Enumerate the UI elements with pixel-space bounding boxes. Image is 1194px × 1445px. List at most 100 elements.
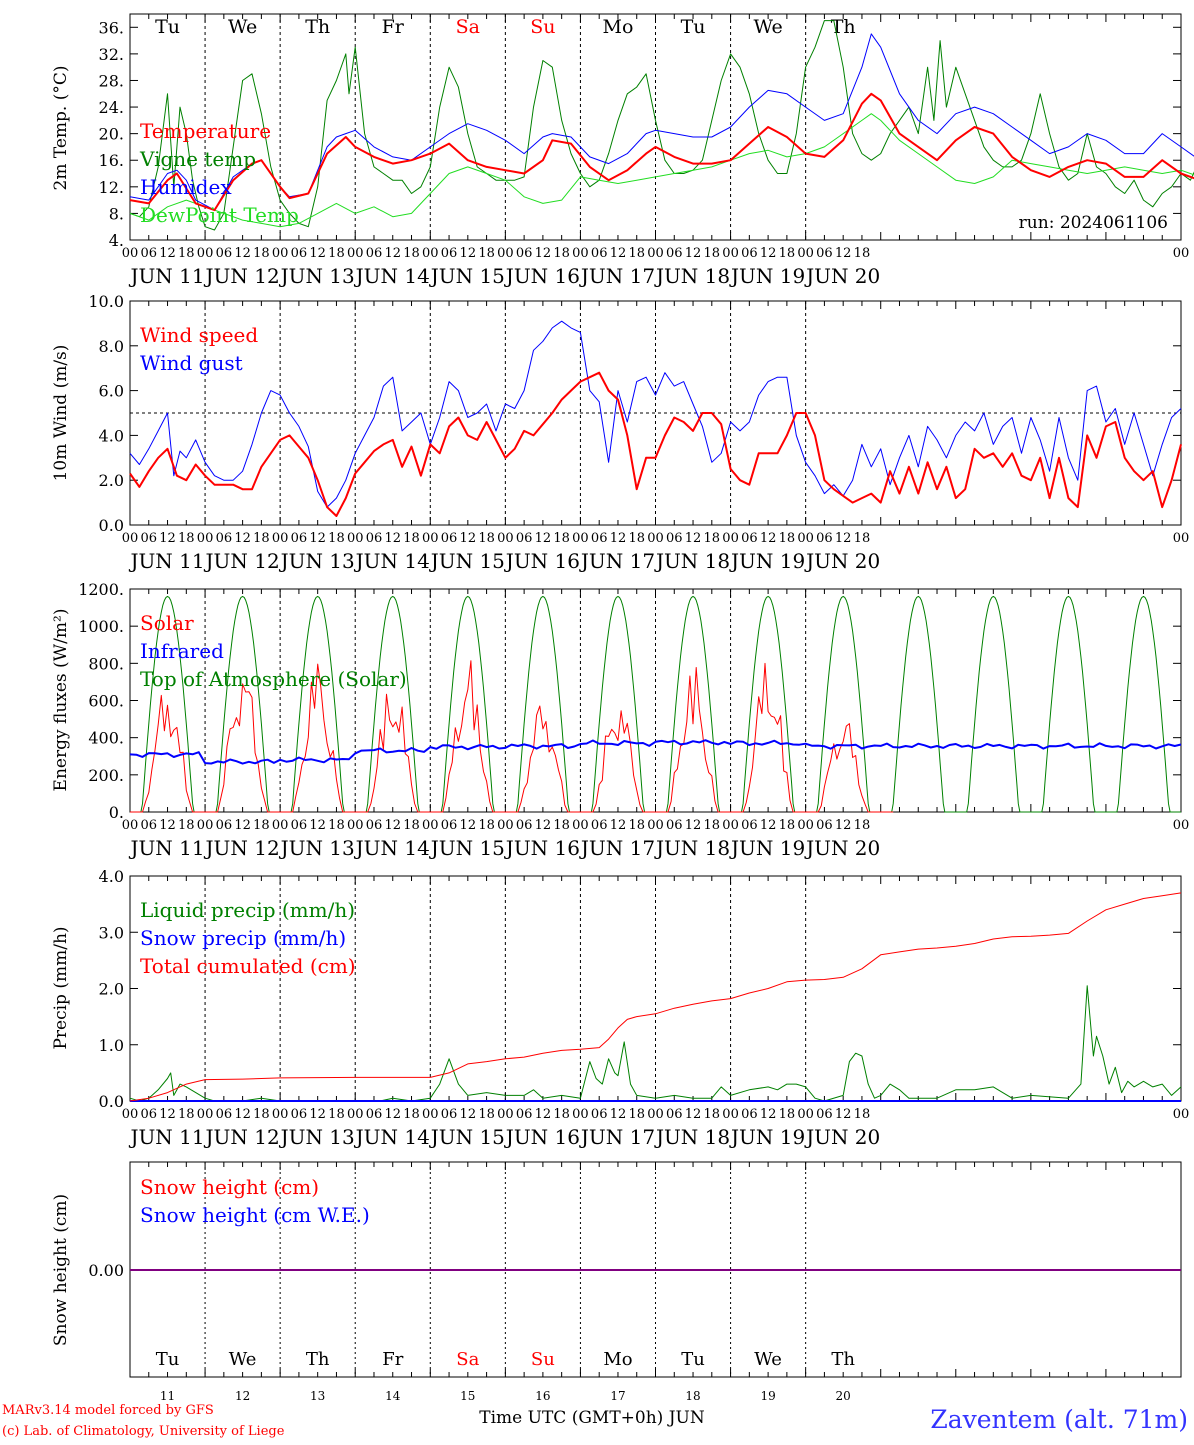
- hour-tick-label: 12: [309, 246, 326, 261]
- hour-tick-label: 12: [760, 246, 777, 261]
- hour-tick-label: 06: [291, 818, 308, 833]
- hour-tick-label: 00: [1173, 818, 1190, 833]
- temperature-panel: 4. 8. 12. 16. 20. 24. 28. 32. 36. 2m Temp. (°C) Tu…: [51, 13, 1194, 288]
- hour-tick-label: 18: [178, 1107, 195, 1122]
- weekday-label: We: [229, 1349, 257, 1370]
- hour-tick-label: 18: [328, 1107, 345, 1122]
- date-label: JUN 18: [654, 264, 730, 288]
- date-label: JUN 11: [128, 549, 204, 573]
- hour-tick-label: 06: [591, 818, 608, 833]
- time-axis-title: Time UTC (GMT+0h) JUN: [479, 1408, 705, 1428]
- hour-tick-label: 00: [422, 1107, 439, 1122]
- hour-tick-label: 18: [704, 246, 721, 261]
- y-tick-label: 28.: [99, 71, 124, 90]
- hour-tick-label: 18: [553, 1107, 570, 1122]
- y-tick-label: 24.: [99, 98, 124, 117]
- hour-tick-label: 18: [178, 818, 195, 833]
- hour-tick-label: 12: [384, 246, 401, 261]
- hour-tick-label: 00: [122, 1107, 139, 1122]
- hour-tick-label: 00: [272, 531, 289, 546]
- hour-tick-label: 00: [197, 1107, 214, 1122]
- date-label: JUN 15: [429, 264, 505, 288]
- date-label: JUN 16: [504, 264, 580, 288]
- hour-tick-label: 12: [760, 531, 777, 546]
- hour-tick-label: 06: [666, 1107, 683, 1122]
- y-tick-label: 6.0: [99, 382, 124, 401]
- hour-tick-label: 12: [309, 1107, 326, 1122]
- hour-tick-label: 18: [779, 1107, 796, 1122]
- hour-tick-label: 06: [140, 818, 157, 833]
- y-tick-label: 600.: [88, 692, 124, 711]
- university-credit-line: (c) Lab. of Climatology, University of L…: [2, 1424, 285, 1439]
- hour-tick-label: 06: [216, 246, 233, 261]
- weekday-label: We: [753, 16, 782, 38]
- hour-tick-label: 00: [422, 531, 439, 546]
- y-tick-label: 8.0: [99, 337, 124, 356]
- y-tick-label: 12.: [99, 178, 124, 197]
- day-number-label: 12: [235, 1389, 250, 1403]
- date-label: JUN 15: [429, 1125, 505, 1149]
- day-number-label: 17: [610, 1389, 625, 1403]
- hour-tick-label: 12: [159, 246, 176, 261]
- hour-tick-label: 00: [272, 246, 289, 261]
- weekday-label: Th: [305, 16, 330, 38]
- date-label: JUN 12: [204, 836, 280, 860]
- weekday-label: Su: [530, 16, 555, 38]
- hour-tick-label: 06: [516, 246, 533, 261]
- y-tick-label: 0.00: [88, 1261, 124, 1280]
- date-label: JUN 18: [654, 836, 730, 860]
- y-tick-label: 16.: [99, 151, 124, 170]
- weekday-label: Fr: [382, 16, 405, 38]
- hour-tick-label: 12: [159, 818, 176, 833]
- hour-tick-label: 12: [159, 1107, 176, 1122]
- hour-tick-label: 00: [347, 531, 364, 546]
- hour-tick-label: 00: [797, 818, 814, 833]
- legend-entry: Liquid precip (mm/h): [140, 898, 355, 922]
- hour-tick-label: 18: [854, 531, 871, 546]
- run-label: run: 2024061106: [1019, 213, 1168, 233]
- hour-tick-label: 12: [535, 246, 552, 261]
- hour-tick-label: 12: [685, 1107, 702, 1122]
- station-name: Zaventem (alt. 71m): [930, 1405, 1188, 1434]
- legend-entry: Wind gust: [140, 351, 243, 375]
- hour-tick-label: 12: [460, 818, 477, 833]
- hour-tick-label: 00: [722, 1107, 739, 1122]
- y-tick-label: 1200.: [78, 580, 124, 599]
- hour-tick-label: 12: [685, 246, 702, 261]
- hour-tick-label: 00: [722, 246, 739, 261]
- date-label: JUN 12: [204, 264, 280, 288]
- date-label: JUN 14: [354, 1125, 430, 1149]
- hour-tick-label: 06: [741, 246, 758, 261]
- hour-tick-label: 18: [328, 818, 345, 833]
- hour-tick-label: 06: [366, 531, 383, 546]
- hour-tick-label: 00: [347, 246, 364, 261]
- hour-tick-label: 06: [216, 1107, 233, 1122]
- y-axis-label: 2m Temp. (°C): [51, 65, 71, 190]
- hour-tick-label: 00: [572, 246, 589, 261]
- hour-tick-label: 18: [178, 531, 195, 546]
- weekday-label: Tu: [681, 1349, 705, 1370]
- y-tick-label: 1000.: [78, 617, 124, 636]
- hour-tick-label: 18: [553, 531, 570, 546]
- hour-tick-label: 00: [497, 818, 514, 833]
- hour-tick-label: 12: [610, 1107, 627, 1122]
- hour-tick-label: 06: [291, 246, 308, 261]
- y-axis-label: Precip (mm/h): [51, 926, 71, 1049]
- hour-tick-label: 06: [366, 246, 383, 261]
- hour-tick-label: 06: [140, 1107, 157, 1122]
- hour-tick-label: 18: [704, 531, 721, 546]
- hour-tick-label: 06: [140, 531, 157, 546]
- model-credit-line: MARv3.14 model forced by GFS: [2, 1403, 214, 1418]
- hour-tick-label: 06: [291, 1107, 308, 1122]
- hour-tick-label: 18: [403, 531, 420, 546]
- date-label: JUN 16: [504, 549, 580, 573]
- date-label: JUN 14: [354, 264, 430, 288]
- y-tick-label: 8.: [109, 204, 124, 223]
- hour-tick-label: 06: [216, 531, 233, 546]
- hour-tick-label: 06: [666, 531, 683, 546]
- snow-height-panel: Snow height (cm) 0.00 Snow height (cm) Snow…: [51, 1161, 1182, 1403]
- date-label: JUN 15: [429, 836, 505, 860]
- y-tick-label: 200.: [88, 766, 124, 785]
- hour-tick-label: 18: [854, 818, 871, 833]
